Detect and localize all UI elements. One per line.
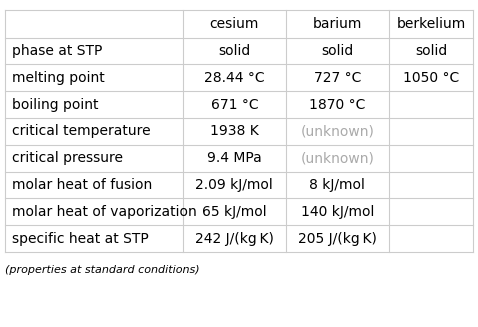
Text: specific heat at STP: specific heat at STP — [12, 232, 149, 246]
Text: melting point: melting point — [12, 71, 105, 85]
Text: (unknown): (unknown) — [301, 125, 374, 138]
Text: solid: solid — [218, 44, 250, 58]
Text: 671 °C: 671 °C — [210, 98, 258, 112]
Text: (properties at standard conditions): (properties at standard conditions) — [5, 265, 199, 275]
Text: 65 kJ/mol: 65 kJ/mol — [202, 205, 267, 219]
Text: cesium: cesium — [210, 17, 259, 31]
Text: 140 kJ/mol: 140 kJ/mol — [301, 205, 374, 219]
Text: (unknown): (unknown) — [301, 151, 374, 165]
Text: boiling point: boiling point — [12, 98, 98, 112]
Text: 8 kJ/mol: 8 kJ/mol — [309, 178, 365, 192]
Text: 9.4 MPa: 9.4 MPa — [207, 151, 261, 165]
Text: molar heat of vaporization: molar heat of vaporization — [12, 205, 197, 219]
Text: berkelium: berkelium — [396, 17, 466, 31]
Text: 1050 °C: 1050 °C — [403, 71, 459, 85]
Text: molar heat of fusion: molar heat of fusion — [12, 178, 152, 192]
Text: 242 J/(kg K): 242 J/(kg K) — [195, 232, 274, 246]
Text: 727 °C: 727 °C — [314, 71, 361, 85]
Text: solid: solid — [321, 44, 354, 58]
Text: 1938 K: 1938 K — [210, 125, 259, 138]
Text: 2.09 kJ/mol: 2.09 kJ/mol — [196, 178, 273, 192]
Text: barium: barium — [313, 17, 362, 31]
Text: critical pressure: critical pressure — [12, 151, 123, 165]
Text: phase at STP: phase at STP — [12, 44, 102, 58]
Text: 1870 °C: 1870 °C — [309, 98, 366, 112]
Text: critical temperature: critical temperature — [12, 125, 151, 138]
Text: 28.44 °C: 28.44 °C — [204, 71, 265, 85]
Text: solid: solid — [415, 44, 447, 58]
Text: 205 J/(kg K): 205 J/(kg K) — [298, 232, 377, 246]
